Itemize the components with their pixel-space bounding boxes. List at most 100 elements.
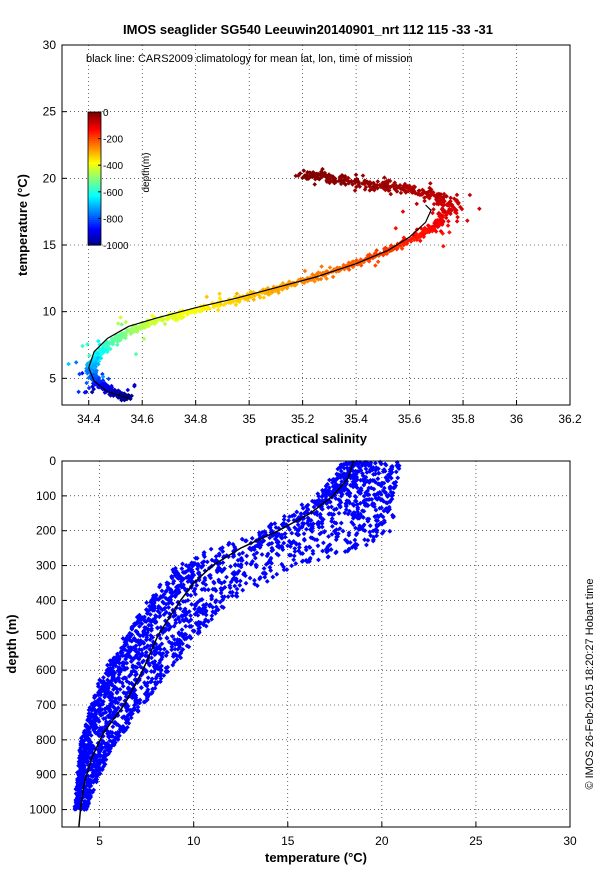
ts-point: [375, 179, 381, 184]
ts-point: [317, 171, 323, 177]
dt-point: [393, 469, 399, 475]
ts-point: [434, 192, 440, 197]
ts-point: [233, 302, 239, 308]
ts-point: [91, 386, 96, 392]
dt-point: [270, 574, 276, 580]
ts-point: [371, 180, 376, 186]
ts-point: [312, 182, 317, 187]
dt-point: [316, 557, 321, 563]
ts-point: [319, 264, 324, 269]
colorbar-tick-label: -200: [103, 135, 123, 146]
ts-point: [367, 181, 373, 187]
dt-point: [301, 531, 307, 537]
ts-point: [354, 184, 359, 190]
dt-point: [208, 546, 214, 552]
dt-point: [352, 537, 358, 543]
ts-point: [217, 295, 223, 301]
dt-point: [244, 553, 250, 559]
ts-point: [198, 308, 204, 314]
dt-point: [325, 554, 331, 560]
dt-x-axis-label: temperature (°C): [265, 850, 367, 865]
dt-point: [367, 523, 373, 529]
depth-colorbar: 0 -200 -400 -600 -800 -1000: [87, 108, 129, 252]
ts-point: [375, 259, 381, 264]
ts-point: [373, 263, 378, 268]
dt-points: [72, 459, 402, 812]
ts-y-axis-label: temperature (°C): [15, 174, 30, 276]
ts-point: [124, 328, 130, 333]
ts-point: [217, 291, 222, 297]
dt-point: [259, 552, 265, 557]
ts-point: [110, 341, 115, 347]
dt-y-axis-label: depth (m): [4, 614, 19, 673]
colorbar-tick-label: -1000: [103, 241, 129, 252]
dt-point: [289, 563, 295, 569]
dt-x-tick-label: 25: [469, 834, 483, 848]
ts-x-tick-label: 35.4: [344, 412, 368, 426]
dt-point: [209, 613, 215, 619]
dt-point: [237, 578, 243, 584]
ts-x-axis-label: practical salinity: [265, 431, 368, 446]
ts-point: [399, 246, 405, 251]
ts-point: [341, 262, 346, 268]
ts-point: [467, 192, 473, 198]
ts-point: [439, 200, 444, 206]
dt-point: [144, 600, 150, 606]
ts-points: [66, 166, 482, 403]
ts-point: [428, 187, 434, 192]
ts-point: [422, 198, 427, 204]
ts-point: [454, 192, 460, 198]
dt-point: [321, 540, 326, 546]
dt-point: [224, 574, 229, 580]
ts-point: [434, 197, 439, 202]
dt-point: [395, 475, 401, 481]
ts-point: [324, 276, 329, 281]
ts-point: [382, 175, 387, 180]
dt-point: [232, 562, 238, 568]
ts-y-tick-label: 30: [43, 38, 57, 52]
ts-point: [401, 235, 407, 241]
dt-point: [364, 542, 369, 548]
ts-point: [106, 376, 111, 382]
ts-point: [297, 171, 303, 176]
ts-point: [346, 260, 352, 266]
colorbar-tick-label: -800: [103, 214, 123, 225]
dt-point: [237, 582, 243, 588]
ts-point: [204, 294, 210, 300]
dt-point: [286, 518, 291, 523]
ts-point: [301, 168, 307, 173]
dt-x-tick-label: 15: [281, 834, 295, 848]
dt-point: [225, 594, 231, 600]
ts-point: [431, 207, 436, 212]
ts-point: [454, 198, 459, 204]
dt-point: [304, 526, 309, 532]
ts-y-tick-label: 20: [43, 171, 57, 185]
ts-point: [234, 291, 240, 296]
ts-point: [66, 361, 71, 367]
ts-point: [477, 206, 482, 211]
ts-point: [125, 387, 131, 393]
dt-y-tick-label: 200: [36, 524, 56, 538]
dt-y-tick-label: 800: [36, 733, 56, 747]
ts-point: [422, 195, 427, 201]
ts-y-tick-label: 5: [49, 371, 56, 385]
ts-point: [293, 173, 299, 179]
dt-point: [289, 530, 295, 536]
dt-point: [189, 601, 195, 607]
ts-annotation: black line: CARS2009 climatology for mea…: [86, 53, 412, 65]
ts-point: [424, 190, 429, 196]
ts-point: [127, 393, 132, 399]
dt-point: [169, 647, 175, 653]
ts-point: [223, 300, 229, 306]
ts-point: [119, 322, 124, 327]
ts-point: [351, 259, 356, 265]
dt-point: [336, 510, 342, 516]
dt-point: [247, 575, 253, 581]
ts-x-tick-label: 34.8: [184, 412, 208, 426]
dt-point: [164, 635, 170, 641]
ts-point: [261, 295, 267, 300]
ts-point: [421, 231, 427, 236]
dt-point: [240, 587, 246, 593]
ts-point: [131, 329, 136, 334]
ts-point: [150, 313, 155, 319]
